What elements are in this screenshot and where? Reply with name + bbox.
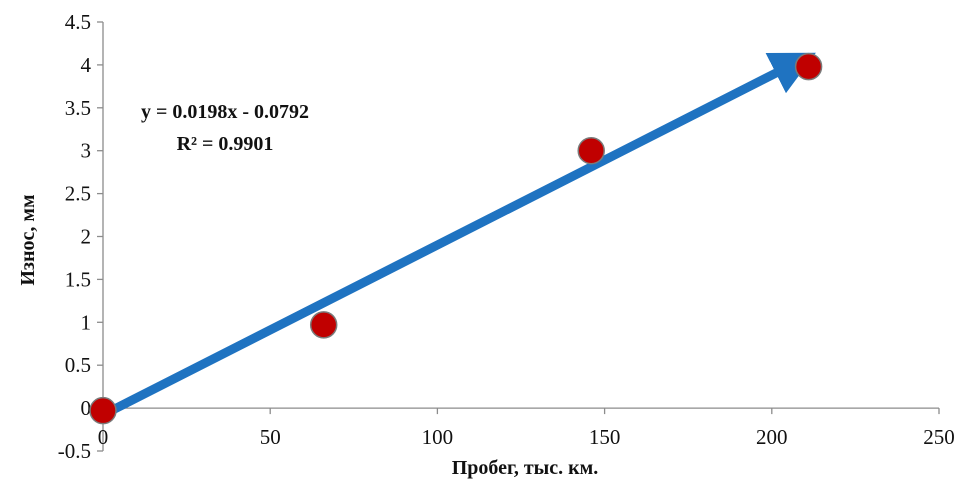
data-point bbox=[577, 136, 605, 165]
y-tick-label: 4.5 bbox=[65, 10, 91, 34]
x-tick-label: 200 bbox=[756, 425, 788, 449]
y-tick-label: 0.5 bbox=[65, 353, 91, 377]
x-axis-title: Пробег, тыс. км. bbox=[452, 457, 599, 479]
data-point bbox=[89, 396, 117, 425]
data-point bbox=[794, 52, 823, 81]
y-tick-label: 0 bbox=[81, 396, 92, 420]
y-tick-label: 1 bbox=[81, 310, 92, 334]
y-tick-label: 2.5 bbox=[65, 182, 91, 206]
x-tick-label: 50 bbox=[260, 425, 281, 449]
x-tick-label: 150 bbox=[589, 425, 621, 449]
y-tick-label: -0.5 bbox=[58, 439, 91, 463]
trendline-equation: y = 0.0198x - 0.0792 bbox=[141, 101, 309, 123]
trendline-arrow bbox=[100, 52, 816, 419]
y-tick-label: 1.5 bbox=[65, 267, 91, 291]
y-tick-label: 2 bbox=[81, 225, 92, 249]
x-tick-label: 250 bbox=[923, 425, 955, 449]
data-point bbox=[309, 311, 338, 339]
r-squared-label: R² = 0.9901 bbox=[177, 133, 274, 155]
y-axis-title: Износ, мм bbox=[17, 194, 39, 285]
y-tick-label: 3.5 bbox=[65, 96, 91, 120]
y-tick-label: 4 bbox=[81, 53, 92, 77]
y-tick-label: 3 bbox=[81, 139, 92, 163]
x-tick-label: 100 bbox=[422, 425, 454, 449]
x-tick-label: 0 bbox=[98, 425, 109, 449]
